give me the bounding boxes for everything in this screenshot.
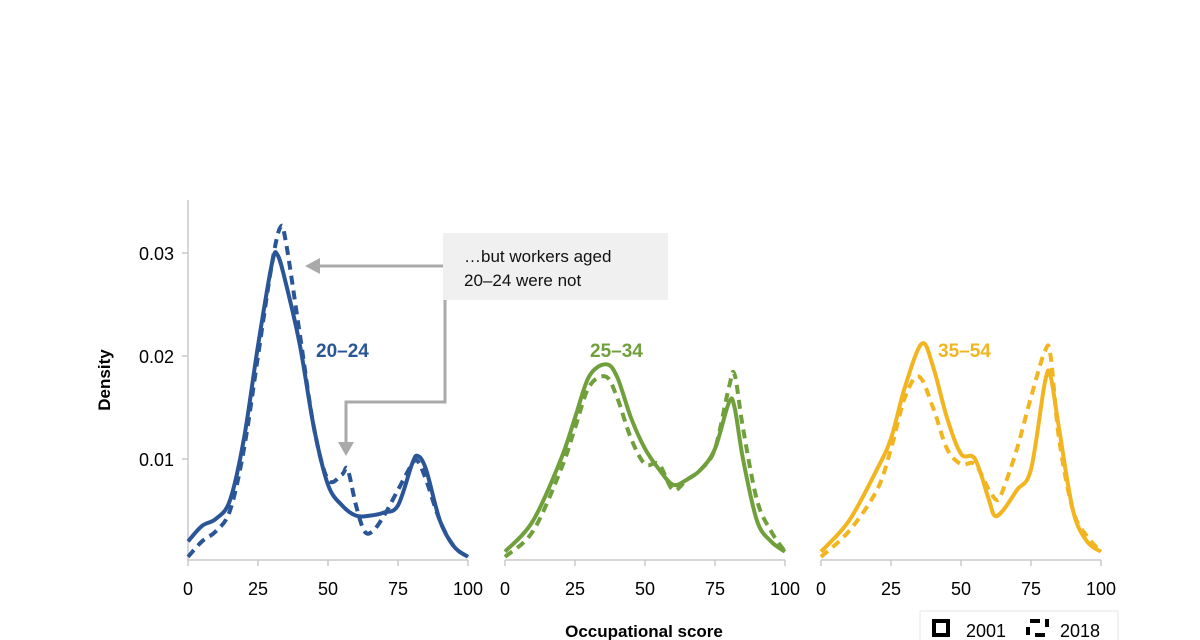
x-tick-label: 50 xyxy=(635,579,655,599)
legend-dashed-swatch xyxy=(1026,619,1049,637)
panel-0: 0 25 50 75 100 20–24 xyxy=(183,223,483,599)
annotation-line-1: …but workers aged xyxy=(464,247,611,266)
group-label: 25–34 xyxy=(590,341,643,362)
y-tick-label: 0.02 xyxy=(139,347,174,367)
legend: 2001 2018 xyxy=(919,610,1119,640)
x-tick-label: 25 xyxy=(881,579,901,599)
annotation-box xyxy=(443,233,668,300)
x-tick-label: 0 xyxy=(183,579,193,599)
panel-1: 0 25 50 75 100 25–34 xyxy=(500,341,800,599)
x-tick-label: 50 xyxy=(951,579,971,599)
group-label: 20–24 xyxy=(316,341,369,362)
x-tick-label: 100 xyxy=(770,579,800,599)
x-axis-label: Occupational score xyxy=(565,622,723,640)
legend-solid-swatch xyxy=(932,619,950,637)
y-tick-label: 0.01 xyxy=(139,450,174,470)
x-tick-label: 25 xyxy=(248,579,268,599)
x-tick-label: 100 xyxy=(1086,579,1116,599)
series-2001-line xyxy=(503,362,787,554)
y-axis-label: Density xyxy=(95,349,114,411)
group-label: 35–54 xyxy=(938,341,991,362)
legend-label-2001: 2001 xyxy=(966,621,1006,640)
annotation-arrow-peak xyxy=(305,258,443,274)
y-tick-label: 0.03 xyxy=(139,244,174,264)
annotation-arrow-trough xyxy=(338,300,447,456)
x-tick-label: 75 xyxy=(1021,579,1041,599)
panel-2: 0 25 50 75 100 35–54 xyxy=(816,341,1116,599)
x-tick-label: 50 xyxy=(318,579,338,599)
x-tick-label: 75 xyxy=(705,579,725,599)
legend-label-2018: 2018 xyxy=(1060,621,1100,640)
x-tick-label: 75 xyxy=(388,579,408,599)
x-tick-label: 25 xyxy=(565,579,585,599)
x-tick-label: 100 xyxy=(453,579,483,599)
x-tick-label: 0 xyxy=(816,579,826,599)
x-tick-label: 0 xyxy=(500,579,510,599)
series-2018-line xyxy=(819,343,1103,559)
series-2018-line xyxy=(186,223,470,559)
annotation-line-2: 20–24 were not xyxy=(464,271,581,290)
